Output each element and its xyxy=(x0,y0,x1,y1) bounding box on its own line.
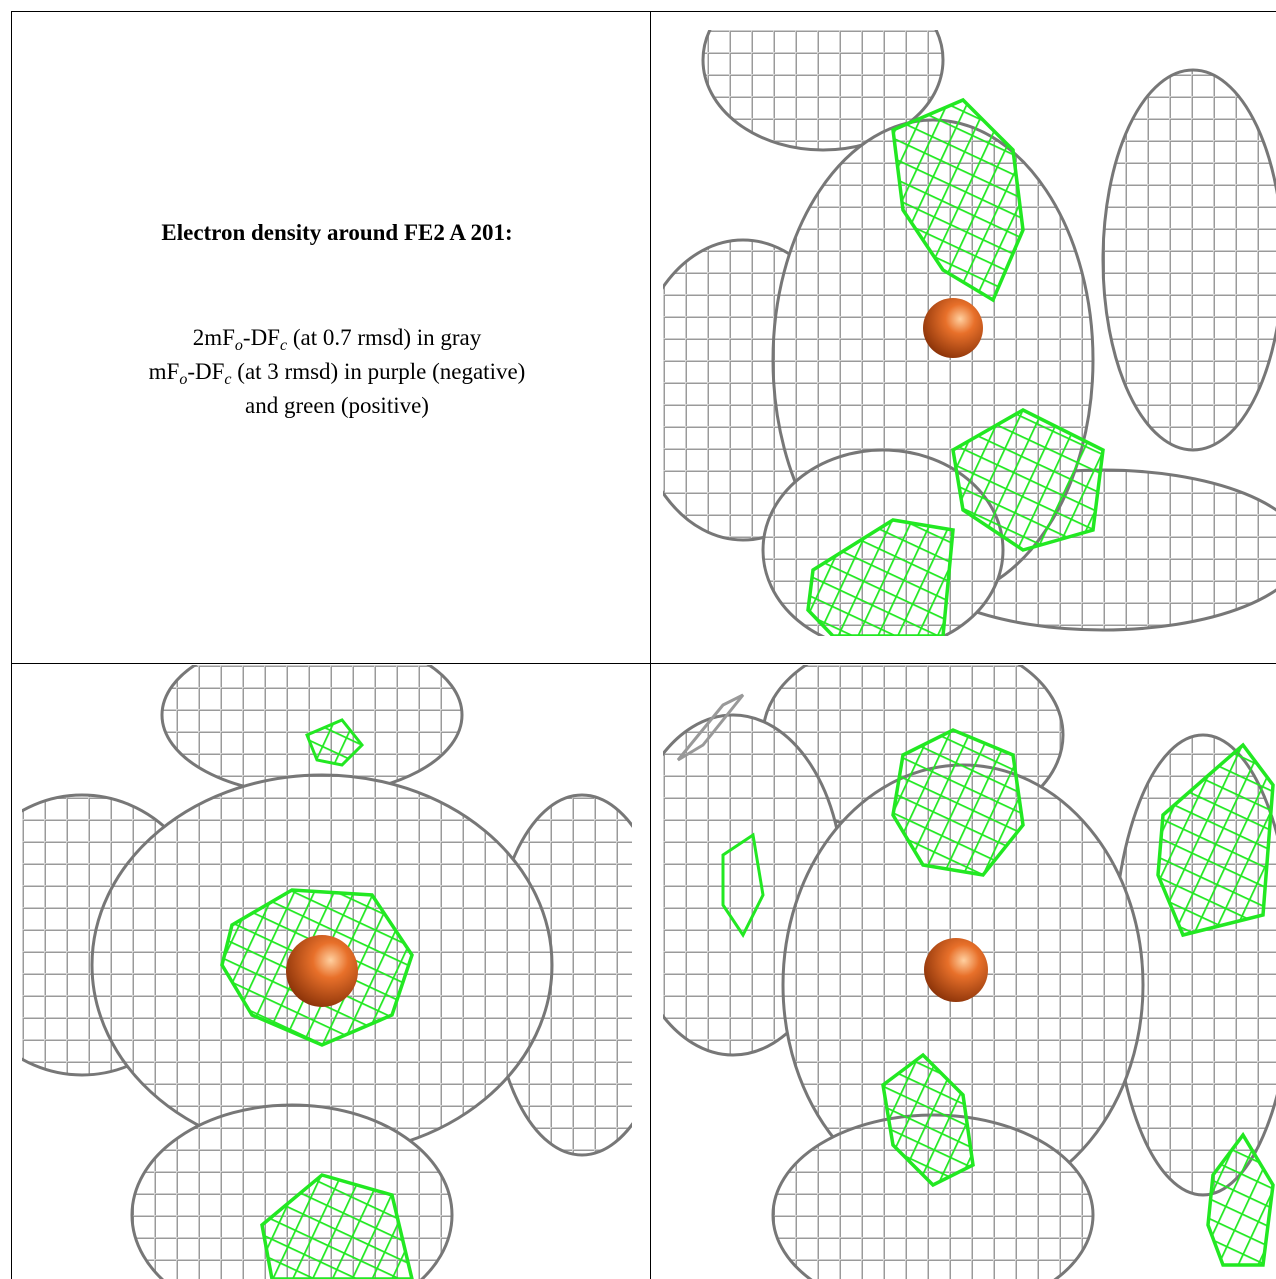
border xyxy=(11,663,1276,664)
border xyxy=(650,11,651,1279)
border xyxy=(11,11,1276,12)
caption-line: and green (positive) xyxy=(245,393,429,418)
density-view-2 xyxy=(22,665,632,1279)
caption-line: mFo-DFc (at 3 rmsd) in purple (negative) xyxy=(149,359,526,388)
density-view-1 xyxy=(663,30,1276,636)
caption-line: 2mFo-DFc (at 0.7 rmsd) in gray xyxy=(193,325,482,354)
caption-text: and green (positive) xyxy=(245,393,429,418)
density-view-3 xyxy=(663,665,1276,1279)
caption-text: (at 3 rmsd) in purple (negative) xyxy=(232,359,526,384)
subscript: c xyxy=(224,371,231,388)
caption-panel: Electron density around FE2 A 201: 2mFo-… xyxy=(149,220,526,418)
subscript: o xyxy=(235,337,243,354)
caption-text: -DF xyxy=(187,359,224,384)
caption-text: (at 0.7 rmsd) in gray xyxy=(287,325,482,350)
border xyxy=(11,11,12,1279)
caption-text: 2mF xyxy=(193,325,235,350)
caption-title: Electron density around FE2 A 201: xyxy=(161,220,512,245)
subscript: o xyxy=(179,371,187,388)
caption-text: mF xyxy=(149,359,180,384)
caption-text: -DF xyxy=(243,325,280,350)
subscript: c xyxy=(280,337,287,354)
